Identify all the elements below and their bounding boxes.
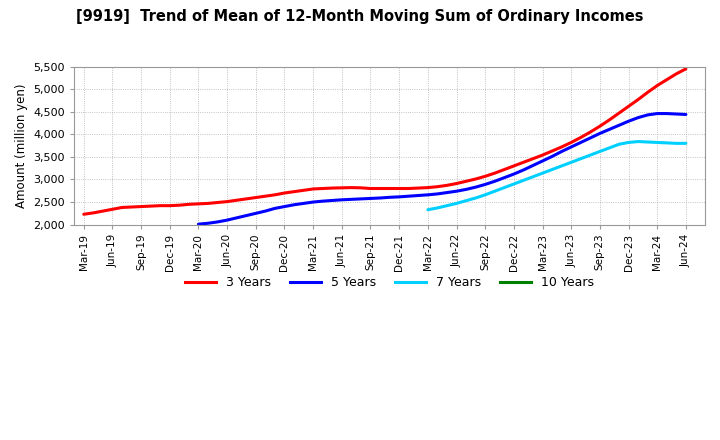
3 Years	[328, 185, 336, 191]
3 Years	[79, 212, 88, 217]
3 Years	[682, 66, 690, 71]
5 Years	[423, 192, 432, 198]
Line: 3 Years: 3 Years	[84, 69, 686, 214]
7 Years	[519, 178, 528, 183]
5 Years	[233, 215, 241, 220]
3 Years	[156, 203, 165, 208]
5 Years	[194, 221, 203, 227]
3 Years	[472, 176, 480, 182]
7 Years	[472, 195, 480, 201]
3 Years	[462, 179, 470, 184]
Line: 5 Years: 5 Years	[199, 114, 686, 224]
7 Years	[644, 139, 652, 145]
7 Years	[577, 156, 585, 161]
Text: [9919]  Trend of Mean of 12-Month Moving Sum of Ordinary Incomes: [9919] Trend of Mean of 12-Month Moving …	[76, 9, 644, 24]
7 Years	[528, 174, 537, 180]
3 Years	[414, 185, 423, 191]
7 Years	[462, 198, 470, 203]
7 Years	[500, 185, 508, 190]
7 Years	[662, 140, 671, 146]
7 Years	[634, 139, 642, 144]
7 Years	[433, 205, 441, 211]
7 Years	[567, 160, 575, 165]
7 Years	[443, 203, 451, 208]
7 Years	[586, 152, 595, 158]
7 Years	[595, 149, 604, 154]
7 Years	[481, 192, 490, 198]
7 Years	[605, 145, 613, 150]
Legend: 3 Years, 5 Years, 7 Years, 10 Years: 3 Years, 5 Years, 7 Years, 10 Years	[180, 271, 599, 294]
7 Years	[653, 140, 662, 145]
5 Years	[644, 112, 652, 117]
5 Years	[653, 111, 662, 116]
7 Years	[510, 181, 518, 187]
7 Years	[615, 142, 624, 147]
Line: 7 Years: 7 Years	[428, 142, 686, 210]
3 Years	[376, 186, 384, 191]
7 Years	[624, 140, 633, 145]
7 Years	[548, 167, 557, 172]
7 Years	[452, 201, 461, 206]
7 Years	[672, 141, 680, 146]
Y-axis label: Amount (million yen): Amount (million yen)	[15, 83, 28, 208]
7 Years	[490, 189, 499, 194]
7 Years	[682, 141, 690, 146]
5 Years	[510, 172, 518, 177]
5 Years	[682, 112, 690, 117]
5 Years	[490, 179, 499, 184]
5 Years	[366, 196, 375, 201]
7 Years	[423, 207, 432, 213]
7 Years	[539, 171, 547, 176]
7 Years	[557, 163, 566, 169]
